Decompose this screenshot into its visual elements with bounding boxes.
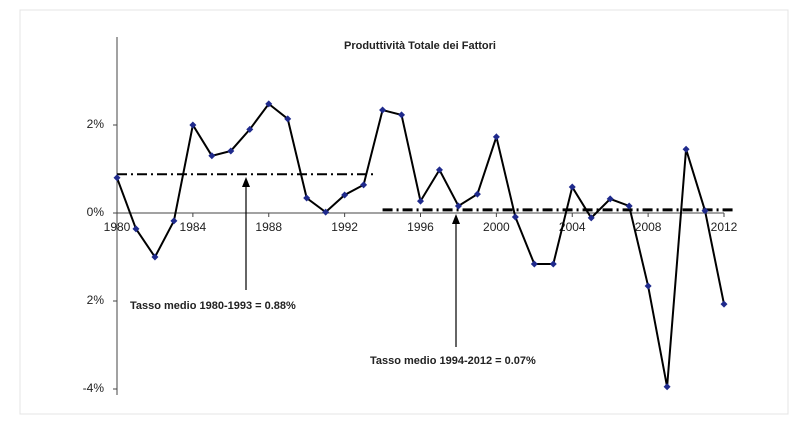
annotation: Tasso medio 1980-1993 = 0.88% (130, 300, 296, 312)
point (398, 111, 406, 119)
x-tick-label: 2000 (483, 220, 510, 234)
arrow-head (242, 177, 250, 187)
point (701, 207, 709, 215)
x-tick-label: 1988 (255, 220, 282, 234)
arrow-head (452, 214, 460, 224)
point (151, 253, 159, 261)
chart-frame (19, 9, 789, 415)
point (492, 133, 500, 141)
point (246, 125, 254, 133)
point (341, 191, 349, 199)
point (606, 195, 614, 203)
point (170, 217, 178, 225)
x-tick-label: 1996 (407, 220, 434, 234)
point (454, 202, 462, 210)
point (473, 190, 481, 198)
y-tick-label: 2% (87, 117, 105, 131)
x-tick-label: 2012 (711, 220, 738, 234)
point (113, 174, 121, 182)
point (568, 183, 576, 191)
annotation: Tasso medio 1994-2012 = 0.07% (370, 355, 536, 367)
point (644, 282, 652, 290)
point (625, 202, 633, 210)
point (132, 225, 140, 233)
x-tick-label: 2008 (635, 220, 662, 234)
point (227, 147, 235, 155)
point (435, 166, 443, 174)
point (682, 145, 690, 153)
y-tick-label: 2% (87, 293, 105, 307)
y-tick-label: 0% (87, 205, 105, 219)
point (265, 100, 273, 108)
point (530, 260, 538, 268)
point (208, 152, 216, 160)
x-tick-label: 1980 (104, 220, 131, 234)
point (379, 106, 387, 114)
point (303, 194, 311, 202)
point (549, 260, 557, 268)
point (189, 121, 197, 129)
x-tick-label: 1992 (331, 220, 358, 234)
point (322, 208, 330, 216)
point (360, 181, 368, 189)
y-tick-label: -4% (83, 381, 105, 395)
x-tick-label: 2004 (559, 220, 586, 234)
x-tick-label: 1984 (180, 220, 207, 234)
series-line (116, 102, 725, 387)
point (284, 115, 292, 123)
point (511, 213, 519, 221)
point (417, 197, 424, 205)
point (587, 214, 595, 222)
point (720, 300, 728, 308)
point (663, 383, 671, 391)
chart-title: Produttività Totale dei Fattori (344, 40, 496, 52)
